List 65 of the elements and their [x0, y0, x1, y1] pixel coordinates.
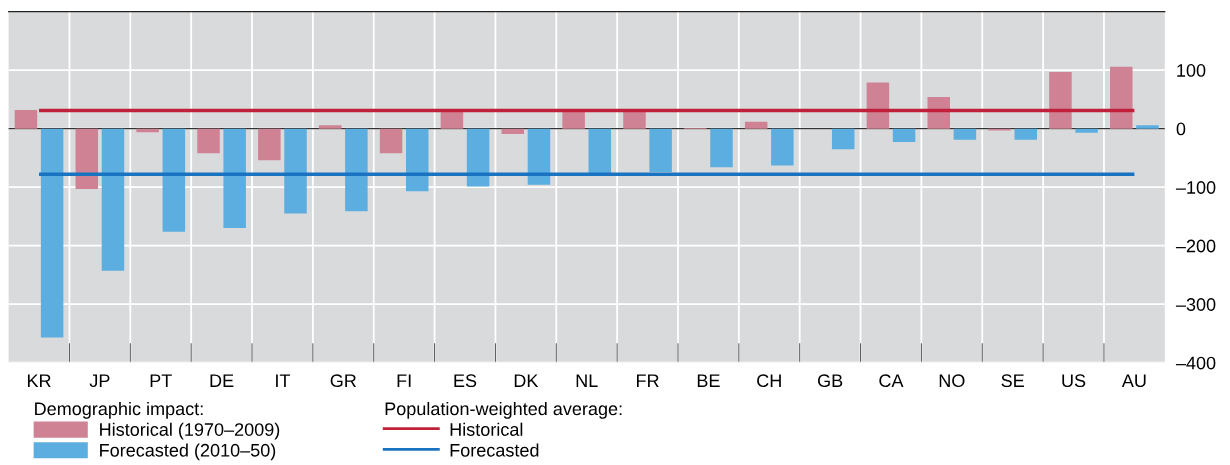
bar	[527, 128, 551, 185]
x-tick-label: AU	[1121, 374, 1146, 388]
bar	[1014, 128, 1038, 140]
legend-label: Forecasted (2010–50)	[100, 443, 276, 461]
x-tick-label: JP	[89, 374, 110, 388]
x-tick-label: DE	[210, 374, 234, 387]
bar	[866, 82, 890, 129]
bar	[892, 128, 916, 143]
y-tick-label: –200	[1175, 239, 1216, 253]
legend-title: Demographic impact:	[35, 401, 203, 419]
bar	[75, 128, 99, 189]
bar	[771, 128, 794, 166]
bar	[405, 128, 429, 192]
x-tick-label: IT	[276, 374, 291, 387]
x-tick-label: SE	[1001, 374, 1024, 388]
x-tick-label: FI	[397, 374, 411, 387]
bar	[649, 128, 672, 172]
x-tick-label: NL	[576, 374, 598, 387]
x-tick-label: ES	[454, 374, 477, 388]
bar	[345, 128, 368, 212]
x-tick-label: GB	[817, 374, 843, 388]
bar	[1136, 125, 1159, 129]
bar	[40, 128, 64, 338]
bar	[744, 121, 768, 129]
bar	[197, 128, 220, 154]
y-tick-label: 100	[1177, 64, 1206, 77]
bar	[623, 111, 646, 129]
bar	[501, 128, 525, 134]
bar	[284, 128, 307, 214]
legend-label: Historical	[450, 422, 523, 436]
x-tick-label: BE	[697, 374, 720, 387]
y-tick-label: –100	[1175, 181, 1216, 194]
x-tick-label: KR	[27, 374, 51, 387]
bar	[831, 128, 855, 150]
legend-label: Historical (1970–2009)	[100, 422, 280, 440]
y-tick-label: –400	[1175, 356, 1216, 370]
bar	[710, 128, 733, 168]
x-tick-label: DK	[514, 374, 539, 387]
bar	[1110, 66, 1133, 129]
bar	[258, 128, 281, 161]
bar	[162, 128, 186, 232]
bar	[466, 128, 490, 187]
bar	[379, 128, 403, 154]
bar	[14, 109, 38, 129]
bar	[1075, 128, 1098, 133]
bar	[588, 128, 612, 175]
bar	[440, 111, 464, 129]
x-tick-label: FR	[637, 374, 659, 387]
y-tick-label: 0	[1176, 122, 1186, 136]
bar	[562, 111, 585, 129]
y-tick-label: –300	[1175, 298, 1216, 311]
bar	[1049, 71, 1072, 129]
x-tick-label: NO	[939, 374, 965, 388]
bar	[953, 128, 977, 140]
bar	[101, 128, 125, 271]
x-tick-label: GR	[330, 374, 356, 388]
legend-label: Forecasted	[450, 443, 539, 457]
x-tick-label: US	[1062, 374, 1086, 388]
x-tick-label: CA	[879, 374, 904, 388]
bar	[927, 97, 950, 129]
x-tick-label: CH	[757, 374, 781, 388]
x-tick-label: PT	[150, 374, 172, 387]
text: Population-weighted average:	[385, 401, 622, 419]
bar	[318, 125, 342, 129]
bar	[223, 128, 246, 229]
